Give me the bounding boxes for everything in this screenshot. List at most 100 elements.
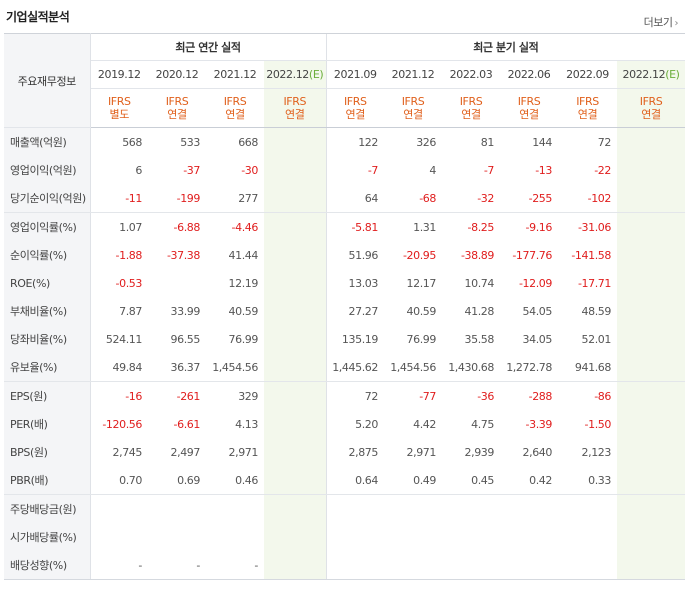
table-cell: 54.05 [522, 304, 553, 318]
ifrs-label: IFRS [343, 95, 367, 108]
table-cell: 326 [416, 135, 436, 149]
table-cell: 76.99 [406, 332, 437, 346]
table-cell [384, 523, 442, 551]
more-label: 더보기 [643, 16, 673, 29]
table-cell [617, 325, 686, 353]
table-cell: - [148, 551, 206, 580]
row-label: 순이익률(%) [4, 241, 91, 269]
table-row: ROE(%) -0.53 12.19 13.03 12.17 10.74 -12.09 -17… [4, 269, 686, 297]
ifrs-label: IFRS [283, 95, 307, 108]
financial-table: 주요재무정보 최근 연간 실적 최근 분기 실적 2019.12 2020.12 2… [4, 33, 686, 580]
row-label: PER(배) [4, 410, 91, 438]
table-cell [148, 495, 206, 524]
table-cell: -16 [125, 389, 142, 403]
table-cell: -6.88 [173, 220, 201, 234]
period-header: 2021.12 [206, 60, 264, 89]
table-cell: 4.75 [471, 417, 494, 431]
accounting-standard: IFRS 연결 [384, 88, 442, 128]
table-cell [264, 523, 326, 551]
consolidation-label: 연결 [345, 108, 366, 121]
table-cell: 1,445.62 [325, 353, 384, 382]
period-header: 2021.09 [325, 60, 384, 89]
table-cell [264, 127, 326, 156]
accounting-standard: IFRS 연결 [148, 88, 206, 128]
table-cell: -11 [90, 184, 148, 213]
row-label: 배당성향(%) [4, 551, 91, 580]
table-cell: -199 [148, 184, 206, 213]
table-cell [617, 551, 686, 580]
table-cell [148, 523, 206, 551]
table-row: 주당배당금(원) [4, 494, 686, 524]
table-cell: 36.37 [148, 353, 206, 382]
table-cell [264, 438, 326, 466]
table-row: 당기순이익(억원) -11 -199 277 64 -68 -32 -255 -102 [4, 184, 686, 213]
table-cell: 277 [206, 184, 264, 213]
table-cell [90, 523, 148, 551]
table-cell: -4.46 [231, 220, 259, 234]
ifrs-label: IFRS [517, 95, 541, 108]
accounting-standard: IFRS 별도 [90, 88, 148, 128]
table-cell: -6.61 [173, 417, 201, 431]
table-cell [617, 523, 686, 551]
table-cell: 1.07 [119, 220, 142, 234]
consolidation-label: 연결 [461, 108, 481, 121]
period-header: 2022.12(E) [264, 60, 326, 89]
table-cell [558, 523, 617, 551]
table-cell [264, 551, 326, 580]
table-cell: 76.99 [228, 332, 259, 346]
table-cell: 122 [325, 127, 384, 156]
period-header: 2019.12 [90, 60, 148, 89]
table-cell [617, 381, 686, 410]
table-cell: 2,971 [406, 445, 437, 459]
table-cell: 0.33 [558, 466, 617, 495]
table-cell: 64 [325, 184, 384, 213]
table-cell [442, 523, 500, 551]
ifrs-label: IFRS [107, 95, 131, 108]
table-cell: 1,430.68 [442, 353, 500, 382]
table-cell: -12.09 [518, 276, 552, 290]
table-cell: 40.59 [406, 304, 437, 318]
table-cell [264, 156, 326, 184]
table-cell: 568 [122, 135, 142, 149]
table-cell [617, 410, 686, 438]
table-cell: 48.59 [581, 304, 612, 318]
row-label: 당좌비율(%) [4, 325, 91, 353]
table-cell [500, 495, 558, 524]
table-cell [148, 269, 206, 297]
ifrs-label: IFRS [223, 95, 247, 108]
table-cell: -102 [558, 184, 617, 213]
table-cell: -17.71 [577, 276, 611, 290]
table-cell: 2,875 [325, 438, 384, 466]
table-row: 시가배당률(%) [4, 523, 686, 551]
table-cell: -9.16 [525, 220, 553, 234]
row-label: 당기순이익(억원) [4, 184, 91, 213]
table-row: 영업이익(억원) 6 -37 -30 -7 4 -7 -13 -22 [4, 156, 686, 184]
period-header: 2021.12 [384, 60, 442, 89]
table-cell: -37 [183, 163, 200, 177]
row-label: BPS(원) [4, 438, 91, 466]
table-cell: -120.56 [102, 417, 142, 431]
table-cell: -0.53 [115, 276, 143, 290]
table-cell [325, 551, 384, 580]
table-cell [325, 523, 384, 551]
table-cell [617, 353, 686, 382]
table-row: 유보율(%) 49.84 36.37 1,454.56 1,445.62 1,454.56… [4, 353, 686, 382]
table-cell: -261 [176, 389, 201, 403]
ifrs-label: IFRS [639, 95, 663, 108]
period-header: 2022.06 [500, 60, 558, 89]
table-cell: -7 [483, 163, 495, 177]
table-row: EPS(원) -16 -261 329 72 -77 -36 -288 -86 [4, 381, 686, 410]
consolidation-label: 연결 [641, 108, 661, 121]
table-cell [617, 466, 686, 495]
more-link[interactable]: 더보기 › [643, 14, 679, 30]
accounting-standard: IFRS 연결 [500, 88, 558, 128]
table-cell: 35.58 [464, 332, 495, 346]
table-cell [264, 494, 326, 523]
table-cell: 2,123 [581, 445, 612, 459]
row-label: EPS(원) [4, 381, 91, 410]
table-cell: 12.17 [406, 276, 437, 290]
table-cell: 4.42 [413, 417, 436, 431]
table-cell: 10.74 [464, 276, 495, 290]
table-cell: 33.99 [170, 304, 201, 318]
table-cell: 81 [480, 135, 495, 149]
